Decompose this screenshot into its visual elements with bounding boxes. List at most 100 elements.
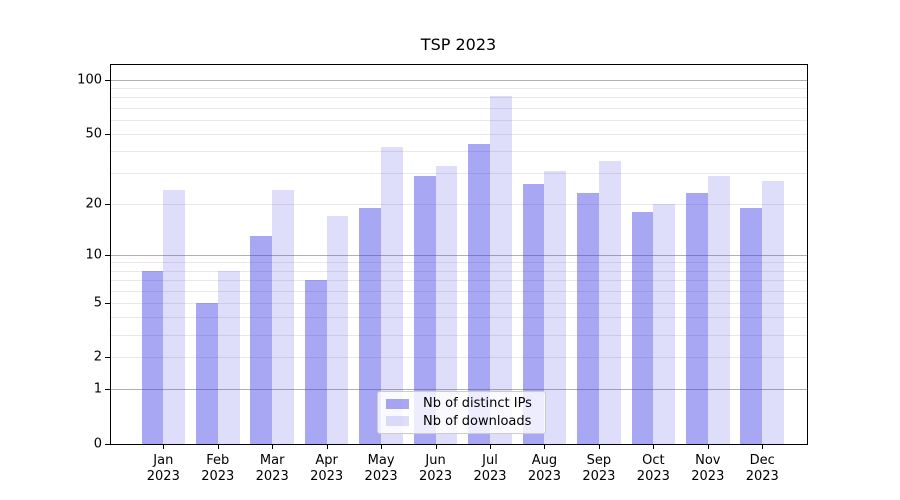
bar-distinct-ips-dec-2023 bbox=[740, 207, 763, 444]
x-tick-label: Nov 2023 bbox=[691, 453, 724, 485]
x-tick-label: Oct 2023 bbox=[637, 453, 670, 485]
gridline-minor bbox=[111, 357, 807, 359]
x-tick-year: 2023 bbox=[146, 469, 180, 484]
y-tick-mark bbox=[105, 133, 110, 135]
x-tick-mark bbox=[544, 445, 546, 449]
bar-downloads-aug-2023 bbox=[544, 170, 567, 444]
gridline-major bbox=[111, 254, 807, 256]
x-tick-year: 2023 bbox=[636, 469, 670, 484]
y-tick-mark bbox=[105, 254, 110, 256]
bar-downloads-jun-2023 bbox=[435, 165, 458, 444]
y-tick-mark bbox=[105, 357, 110, 359]
x-tick-month: Mar bbox=[259, 453, 285, 468]
bar-distinct-ips-nov-2023 bbox=[686, 193, 708, 444]
x-tick-label: Jul 2023 bbox=[473, 453, 506, 485]
chart-title: TSP 2023 bbox=[420, 35, 497, 54]
y-tick-label: 50 bbox=[85, 126, 102, 142]
bar-distinct-ips-sep-2023 bbox=[577, 193, 599, 444]
legend-item-downloads: Nb of downloads bbox=[386, 414, 537, 429]
gridline-minor bbox=[111, 290, 807, 292]
x-tick-month: Feb bbox=[206, 453, 230, 468]
x-tick-month: Jul bbox=[482, 453, 498, 468]
bar-downloads-sep-2023 bbox=[598, 161, 621, 444]
x-tick-year: 2023 bbox=[473, 469, 507, 484]
x-tick-mark bbox=[217, 445, 219, 449]
y-tick-label: 0 bbox=[93, 436, 102, 452]
x-tick-mark bbox=[163, 445, 165, 449]
y-tick-label: 2 bbox=[93, 349, 102, 365]
x-tick-mark bbox=[762, 445, 764, 449]
gridline-minor bbox=[111, 270, 807, 272]
bar-downloads-jan-2023 bbox=[163, 190, 186, 444]
y-tick-label: 1 bbox=[93, 381, 102, 397]
x-tick-month: Oct bbox=[642, 453, 665, 468]
bar-downloads-oct-2023 bbox=[653, 203, 676, 444]
y-tick-mark bbox=[105, 444, 110, 445]
legend-item-distinct-ips: Nb of distinct IPs bbox=[386, 396, 537, 411]
gridline-minor bbox=[111, 133, 807, 135]
gridline-major bbox=[111, 389, 807, 391]
gridline-minor bbox=[111, 107, 807, 109]
x-tick-year: 2023 bbox=[691, 469, 725, 484]
x-tick-month: Jan bbox=[153, 453, 174, 468]
x-tick-label: Feb 2023 bbox=[201, 453, 234, 485]
x-tick-year: 2023 bbox=[419, 469, 453, 484]
legend-swatch-distinct-ips bbox=[386, 398, 409, 409]
x-tick-label: Jan 2023 bbox=[147, 453, 180, 485]
bar-distinct-ips-may-2023 bbox=[359, 207, 382, 444]
x-tick-label: Apr 2023 bbox=[310, 453, 343, 485]
bar-downloads-jul-2023 bbox=[490, 96, 512, 444]
x-tick-mark bbox=[653, 445, 655, 449]
bar-distinct-ips-jan-2023 bbox=[141, 270, 164, 444]
bar-downloads-may-2023 bbox=[381, 147, 403, 444]
gridline-major bbox=[111, 80, 807, 82]
x-tick-label: May 2023 bbox=[365, 453, 398, 485]
x-tick-year: 2023 bbox=[201, 469, 235, 484]
bar-downloads-nov-2023 bbox=[707, 175, 730, 444]
gridline-minor bbox=[111, 88, 807, 90]
bar-downloads-feb-2023 bbox=[217, 270, 240, 444]
x-tick-year: 2023 bbox=[364, 469, 398, 484]
gridline-minor bbox=[111, 173, 807, 175]
y-tick-label: 5 bbox=[93, 295, 102, 311]
x-tick-month: Nov bbox=[695, 453, 721, 468]
x-tick-label: Aug 2023 bbox=[528, 453, 561, 485]
x-tick-year: 2023 bbox=[745, 469, 779, 484]
x-tick-month: May bbox=[367, 453, 395, 468]
y-tick-mark bbox=[105, 302, 110, 304]
x-tick-label: Jun 2023 bbox=[419, 453, 452, 485]
legend-swatch-downloads bbox=[386, 416, 409, 427]
gridline-minor bbox=[111, 262, 807, 264]
bar-distinct-ips-jun-2023 bbox=[413, 175, 436, 444]
bar-distinct-ips-jul-2023 bbox=[468, 143, 490, 444]
x-tick-month: Dec bbox=[749, 453, 775, 468]
x-tick-mark bbox=[435, 445, 437, 449]
gridline-minor bbox=[111, 151, 807, 153]
x-tick-month: Jun bbox=[425, 453, 446, 468]
bar-distinct-ips-aug-2023 bbox=[522, 184, 545, 444]
gridline-minor bbox=[111, 317, 807, 319]
y-tick-mark bbox=[105, 389, 110, 391]
x-tick-month: Apr bbox=[315, 453, 338, 468]
gridline-minor bbox=[111, 334, 807, 336]
x-tick-year: 2023 bbox=[582, 469, 616, 484]
bar-distinct-ips-feb-2023 bbox=[195, 302, 218, 444]
bar-distinct-ips-mar-2023 bbox=[250, 235, 273, 444]
bar-distinct-ips-oct-2023 bbox=[631, 211, 654, 444]
x-tick-mark bbox=[326, 445, 328, 449]
plot-area: Nb of distinct IPs Nb of downloads bbox=[110, 64, 808, 445]
x-tick-month: Aug bbox=[531, 453, 558, 468]
x-tick-mark bbox=[490, 445, 491, 449]
bar-downloads-apr-2023 bbox=[326, 216, 349, 444]
x-tick-label: Dec 2023 bbox=[746, 453, 779, 485]
gridline-minor bbox=[111, 97, 807, 99]
gridline-minor bbox=[111, 203, 807, 205]
y-tick-mark bbox=[105, 80, 110, 82]
bar-distinct-ips-apr-2023 bbox=[304, 280, 327, 444]
x-tick-mark bbox=[707, 445, 709, 449]
x-tick-month: Sep bbox=[586, 453, 612, 468]
legend: Nb of distinct IPs Nb of downloads bbox=[377, 391, 546, 434]
y-tick-mark bbox=[105, 203, 110, 205]
y-tick-label: 100 bbox=[77, 72, 102, 88]
